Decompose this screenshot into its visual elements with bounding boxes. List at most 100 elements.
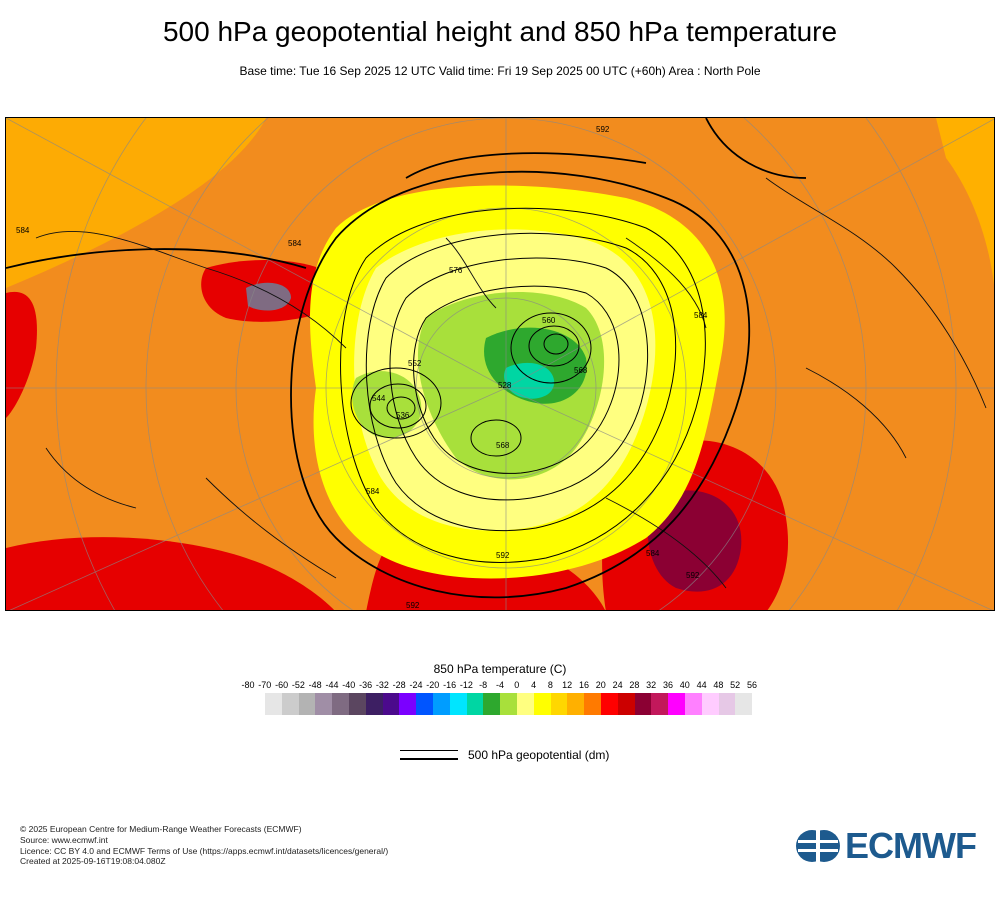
geopotential-legend-label: 500 hPa geopotential (dm) xyxy=(468,748,610,762)
legend-tick-label: -52 xyxy=(291,680,305,690)
contour-label: 536 xyxy=(396,411,410,420)
north-pole-map[interactable]: 592 592 584 584 584 584 584 576 568 560 … xyxy=(5,117,995,611)
footer-credits: © 2025 European Centre for Medium-Range … xyxy=(20,824,388,867)
temperature-patch xyxy=(647,490,742,592)
legend-swatch xyxy=(332,693,349,715)
legend-tick-label: -28 xyxy=(392,680,406,690)
contour-label: 576 xyxy=(449,266,463,275)
chart-subtitle: Base time: Tue 16 Sep 2025 12 UTC Valid … xyxy=(239,64,761,78)
legend-tick-label: -44 xyxy=(325,680,339,690)
temperature-patch xyxy=(246,282,291,311)
temperature-patch xyxy=(6,118,266,288)
legend-tick-label: -80 xyxy=(241,680,255,690)
legend-swatch xyxy=(483,693,501,715)
legend-tick-label: 8 xyxy=(547,680,553,690)
temperature-legend-title: 850 hPa temperature (C) xyxy=(433,662,567,676)
legend-swatch xyxy=(298,693,316,715)
legend-tick-label: -40 xyxy=(342,680,356,690)
contour-label: 592 xyxy=(496,551,510,560)
legend-swatch xyxy=(500,693,517,715)
contour-label: 584 xyxy=(288,239,302,248)
legend-tick-label: 12 xyxy=(562,680,573,690)
legend-tick-label: -32 xyxy=(375,680,389,690)
legend-swatch xyxy=(382,693,400,715)
ecmwf-logo[interactable]: ECMWF xyxy=(795,825,977,867)
legend-swatch xyxy=(735,693,753,715)
footer-created: Created at 2025-09-16T19:08:04.080Z xyxy=(20,856,166,867)
contour-label: 528 xyxy=(498,381,512,390)
legend-swatch xyxy=(668,693,685,715)
footer-copyright: © 2025 European Centre for Medium-Range … xyxy=(20,824,302,834)
contour-label: 552 xyxy=(408,359,422,368)
contour-label: 592 xyxy=(406,601,420,610)
contour-label: 592 xyxy=(596,125,610,134)
legend-tick-label: 20 xyxy=(595,680,606,690)
legend-swatch xyxy=(600,693,618,715)
legend-tick-label: 4 xyxy=(531,680,537,690)
contour-label: 592 xyxy=(686,571,700,580)
contour-label: 584 xyxy=(366,487,380,496)
legend-swatch xyxy=(348,693,366,715)
chart-title: 500 hPa geopotential height and 850 hPa … xyxy=(162,16,838,47)
legend-tick-label: -4 xyxy=(495,680,505,690)
legend-swatch xyxy=(651,693,669,715)
legend-tick-label: 16 xyxy=(578,680,590,690)
legend-tick-label: -8 xyxy=(479,680,488,690)
legend-swatch xyxy=(265,693,282,715)
ecmwf-logo-text: ECMWF xyxy=(845,825,977,866)
temperature-legend-swatches xyxy=(265,693,753,715)
legend-swatch xyxy=(533,693,551,715)
legend-tick-label: -24 xyxy=(409,680,423,690)
legend-swatch xyxy=(684,693,702,715)
legend-swatch xyxy=(449,693,467,715)
temperature-patch xyxy=(504,362,555,399)
legend-tick-label: 36 xyxy=(662,680,674,690)
legend-swatch xyxy=(281,693,299,715)
legend-tick-label: 0 xyxy=(514,680,520,690)
contour-label: 568 xyxy=(574,366,588,375)
legend-swatch xyxy=(315,693,333,715)
legend-tick-label: 32 xyxy=(646,680,657,690)
geopotential-contours xyxy=(6,118,807,599)
legend-swatch xyxy=(550,693,568,715)
legend-tick-label: -60 xyxy=(275,680,289,690)
legend-swatch xyxy=(432,693,450,715)
footer-source[interactable]: Source: www.ecmwf.int xyxy=(20,834,108,845)
coastlines xyxy=(35,177,987,589)
contour-label: 584 xyxy=(694,311,708,320)
legend-tick-label: -36 xyxy=(359,680,373,690)
temperature-patch xyxy=(936,118,994,286)
legend-swatch xyxy=(718,693,736,715)
contour-label: 568 xyxy=(496,441,510,450)
legend-swatch xyxy=(701,693,719,715)
legend-tick-label: 40 xyxy=(679,680,690,690)
legend-swatch xyxy=(516,693,534,715)
legend-tick-label: 44 xyxy=(696,680,707,690)
legend-swatch xyxy=(399,693,417,715)
contour-label: 544 xyxy=(372,394,386,403)
contour-label: 560 xyxy=(542,316,556,325)
legend-swatch xyxy=(416,693,433,715)
legend-tick-label: -16 xyxy=(443,680,457,690)
legend-tick-label: -48 xyxy=(308,680,322,690)
footer-licence[interactable]: Licence: CC BY 4.0 and ECMWF Terms of Us… xyxy=(20,845,389,856)
legend-tick-label: 24 xyxy=(612,680,623,690)
legend-tick-label: -12 xyxy=(459,680,473,690)
graticule xyxy=(6,118,994,610)
legend-swatch xyxy=(584,693,601,715)
legend-tick-label: -70 xyxy=(258,680,272,690)
temperature-patch xyxy=(6,291,37,418)
geopotential-legend: 500 hPa geopotential (dm) xyxy=(400,748,609,762)
legend-tick-label: 56 xyxy=(746,680,758,690)
ecmwf-logo-mark-icon xyxy=(796,829,840,863)
contour-label-group: 592 592 584 584 584 584 584 576 568 560 … xyxy=(16,125,708,610)
geopotential-line-sample xyxy=(400,748,458,762)
legend-swatch xyxy=(365,693,383,715)
map-svg: 592 592 584 584 584 584 584 576 568 560 … xyxy=(6,118,994,610)
temperature-legend-ticks: -80 -70 -60 -52 -48 -44 -40 -36 -32 -28 -24 -20 -16-… xyxy=(240,680,760,694)
legend-swatch xyxy=(466,693,484,715)
legend-swatch xyxy=(617,693,635,715)
legend-tick-label: 28 xyxy=(629,680,640,690)
contour-label: 584 xyxy=(16,226,30,235)
contour-label: 584 xyxy=(646,549,660,558)
